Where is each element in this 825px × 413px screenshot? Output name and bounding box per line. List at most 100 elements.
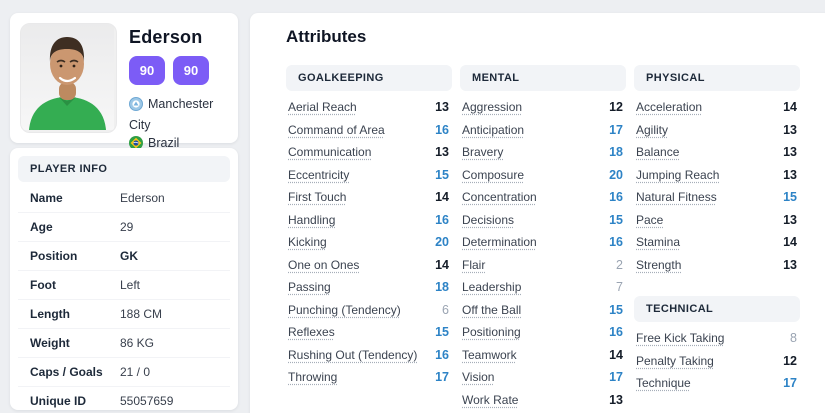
attributes-card: Attributes GOALKEEPING Aerial Reach 13 [250,13,825,413]
attribute-label[interactable]: Reflexes [288,325,335,340]
attribute-label[interactable]: One on Ones [288,257,360,272]
attribute-label[interactable]: Composure [462,167,525,182]
attribute-row: Determination 16 [460,231,626,254]
attribute-label[interactable]: Determination [462,235,537,250]
attribute-value: 17 [609,122,623,137]
attribute-row: Flair 2 [460,254,626,277]
info-value: 29 [120,220,134,234]
attribute-row: Rushing Out (Tendency) 16 [286,344,452,367]
attribute-label[interactable]: Anticipation [462,122,525,137]
attribute-value: 15 [435,167,449,182]
attribute-label[interactable]: Strength [636,257,682,272]
attribute-row: Bravery 18 [460,141,626,164]
attribute-label[interactable]: Vision [462,370,495,385]
attribute-row: Passing 18 [286,276,452,299]
attribute-value: 7 [616,280,623,295]
attribute-row: Pace 13 [634,209,800,232]
info-value: 21 / 0 [120,365,151,379]
attribute-row: Communication 13 [286,141,452,164]
attribute-label[interactable]: Eccentricity [288,167,350,182]
attribute-value: 14 [783,100,797,115]
attribute-row: Jumping Reach 13 [634,164,800,187]
attribute-label[interactable]: Bravery [462,145,504,160]
attribute-value: 16 [435,122,449,137]
attribute-label[interactable]: Work Rate [462,392,519,407]
attribute-value: 20 [609,167,623,182]
player-info-title: PLAYER INFO [30,163,108,175]
attribute-label[interactable]: Leadership [462,280,522,295]
attribute-row: Penalty Taking 12 [634,350,800,373]
attribute-value: 15 [609,212,623,227]
attribute-label[interactable]: Handling [288,212,336,227]
attribute-label[interactable]: Teamwork [462,347,517,362]
attribute-label[interactable]: Penalty Taking [636,353,714,368]
attribute-label[interactable]: Concentration [462,190,537,205]
attribute-label[interactable]: Agility [636,122,669,137]
attribute-label[interactable]: Punching (Tendency) [288,302,401,317]
brazil-flag-icon [129,136,143,155]
attribute-label[interactable]: Decisions [462,212,515,227]
attribute-label[interactable]: Natural Fitness [636,190,717,205]
info-value: 188 CM [120,307,163,321]
attribute-label[interactable]: Jumping Reach [636,167,720,182]
attribute-value: 14 [435,257,449,272]
attribute-value: 14 [435,190,449,205]
attribute-row: Work Rate 13 [460,389,626,412]
info-value: GK [120,249,138,263]
attribute-row: Handling 16 [286,209,452,232]
player-summary-card: Ederson 90 90 Manchester City [10,13,238,151]
attribute-row: Stamina 14 [634,231,800,254]
attribute-value: 2 [616,257,623,272]
attribute-label[interactable]: Pace [636,212,664,227]
attribute-row: Aerial Reach 13 [286,96,452,119]
attribute-label[interactable]: Communication [288,145,372,160]
attribute-rows: Aggression 12 Anticipation 17 Bravery [460,96,626,411]
group-title: TECHNICAL [646,303,714,315]
attribute-label[interactable]: Flair [462,257,486,272]
group-header: MENTAL [460,65,626,91]
player-info-card: PLAYER INFO Name Ederson Age 29 Position… [10,148,238,410]
attribute-label[interactable]: First Touch [288,190,347,205]
attribute-label[interactable]: Stamina [636,235,681,250]
attribute-value: 16 [609,235,623,250]
attribute-row: Off the Ball 15 [460,299,626,322]
attribute-label[interactable]: Passing [288,280,331,295]
info-label: Age [30,220,53,234]
attribute-row: Acceleration 14 [634,96,800,119]
info-value: Left [120,278,141,292]
attribute-label[interactable]: Positioning [462,325,521,340]
attribute-value: 13 [435,145,449,160]
info-value: 55057659 [120,394,174,408]
attribute-value: 18 [435,280,449,295]
attribute-value: 15 [609,302,623,317]
attribute-label[interactable]: Aerial Reach [288,100,357,115]
column-goalkeeping: GOALKEEPING Aerial Reach 13 Command of A… [286,65,452,411]
attribute-label[interactable]: Free Kick Taking [636,331,725,346]
attribute-label[interactable]: Aggression [462,100,523,115]
attribute-label[interactable]: Throwing [288,370,338,385]
info-label: Foot [30,278,56,292]
column-mental: MENTAL Aggression 12 Anticipation [460,65,626,411]
info-label: Caps / Goals [30,365,103,379]
attribute-label[interactable]: Off the Ball [462,302,522,317]
attribute-value: 16 [609,325,623,340]
attribute-rows: Acceleration 14 Agility 13 Balance [634,96,800,276]
attribute-label[interactable]: Acceleration [636,100,703,115]
attribute-row: Leadership 7 [460,276,626,299]
info-value: Ederson [120,191,165,205]
attribute-label[interactable]: Command of Area [288,122,385,137]
attribute-row: Kicking 20 [286,231,452,254]
attribute-label[interactable]: Kicking [288,235,327,250]
group-title: GOALKEEPING [298,72,384,84]
attribute-row: Command of Area 16 [286,119,452,142]
info-row: Name Ederson [18,184,230,213]
rating-badges: 90 90 [129,56,228,85]
attribute-label[interactable]: Balance [636,145,680,160]
attribute-label[interactable]: Rushing Out (Tendency) [288,347,418,362]
attribute-value: 14 [783,235,797,250]
attribute-row: Anticipation 17 [460,119,626,142]
attribute-rows: Aerial Reach 13 Command of Area 16 Commu… [286,96,452,389]
info-label: Weight [30,336,70,350]
attribute-label[interactable]: Technique [636,376,691,391]
player-photo [20,23,117,133]
